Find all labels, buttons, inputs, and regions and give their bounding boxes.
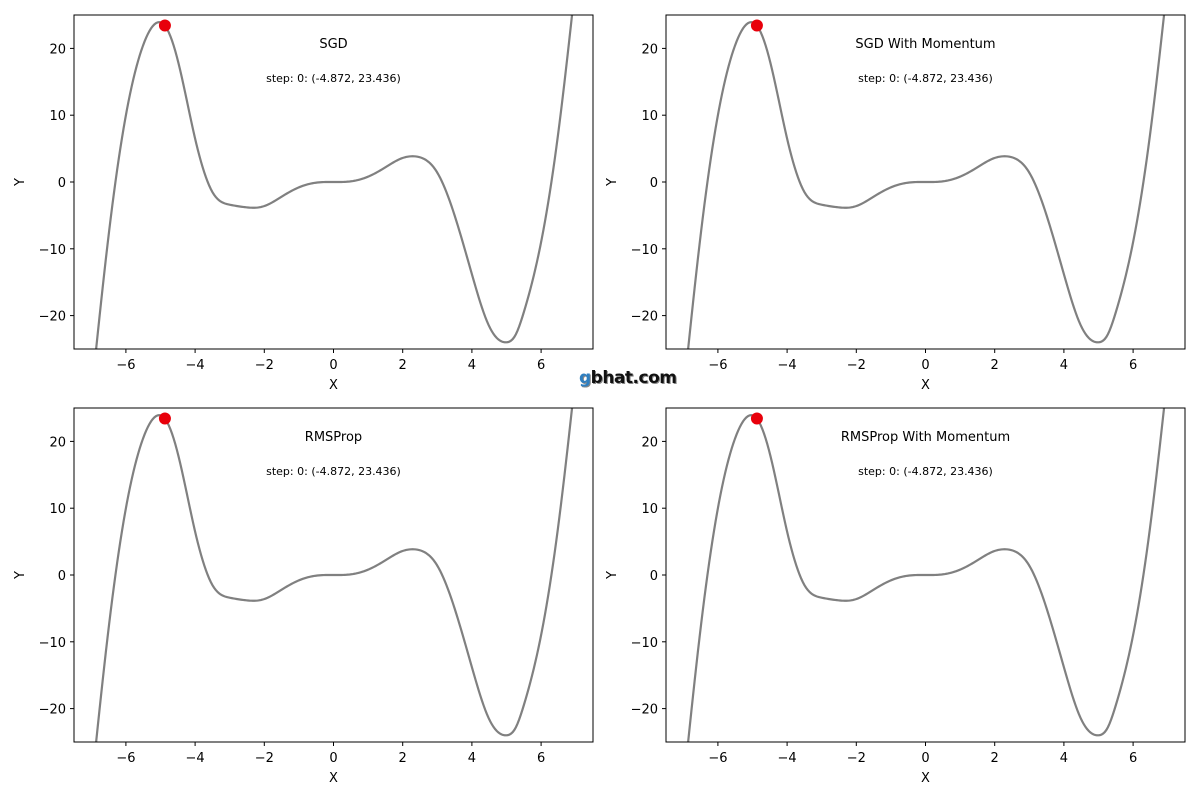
x-tick-label: −6 xyxy=(116,751,135,766)
panel-title: RMSProp xyxy=(305,430,362,445)
x-tick-label: −6 xyxy=(708,751,727,766)
step-annotation: step: 0: (-4.872, 23.436) xyxy=(858,72,993,85)
y-tick-label: 0 xyxy=(650,569,658,584)
y-tick-label: −10 xyxy=(631,243,658,258)
x-axis-label: X xyxy=(921,771,930,786)
current-position-point xyxy=(158,19,171,32)
x-tick-label: 4 xyxy=(468,358,476,373)
y-tick-label: −20 xyxy=(631,310,658,325)
x-tick-label: 6 xyxy=(537,751,545,766)
x-tick-label: −2 xyxy=(255,751,274,766)
step-annotation: step: 0: (-4.872, 23.436) xyxy=(266,72,401,85)
current-position-point xyxy=(750,412,763,425)
y-tick-label: −20 xyxy=(631,703,658,718)
y-tick-label: −10 xyxy=(39,243,66,258)
current-position-point xyxy=(750,19,763,32)
y-tick-label: 10 xyxy=(641,109,658,124)
function-curve xyxy=(687,15,1166,349)
x-axis-label: X xyxy=(329,378,338,393)
x-tick-label: 2 xyxy=(991,751,999,766)
y-tick-label: 0 xyxy=(650,176,658,191)
x-tick-label: 2 xyxy=(399,358,407,373)
y-tick-label: 20 xyxy=(641,435,658,450)
x-tick-label: −4 xyxy=(186,751,205,766)
x-tick-label: 6 xyxy=(1129,751,1137,766)
x-tick-label: −4 xyxy=(778,358,797,373)
current-position-point xyxy=(158,412,171,425)
y-axis-label: Y xyxy=(13,571,28,580)
x-axis-label: X xyxy=(921,378,930,393)
y-tick-label: 20 xyxy=(49,435,66,450)
x-tick-label: −2 xyxy=(847,358,866,373)
step-annotation: step: 0: (-4.872, 23.436) xyxy=(858,465,993,478)
x-tick-label: 0 xyxy=(921,751,929,766)
y-tick-label: −10 xyxy=(39,636,66,651)
x-tick-label: −2 xyxy=(847,751,866,766)
panel-title: SGD xyxy=(319,37,347,52)
x-tick-label: 2 xyxy=(991,358,999,373)
x-tick-label: −4 xyxy=(778,751,797,766)
y-tick-label: 20 xyxy=(641,42,658,57)
function-curve xyxy=(95,408,574,742)
watermark-logo: gbhat.com xyxy=(579,368,677,388)
y-axis-label: Y xyxy=(13,178,28,187)
x-tick-label: −2 xyxy=(255,358,274,373)
function-curve xyxy=(687,408,1166,742)
x-tick-label: 6 xyxy=(1129,358,1137,373)
y-tick-label: 0 xyxy=(58,176,66,191)
x-tick-label: 4 xyxy=(1060,358,1068,373)
x-tick-label: −6 xyxy=(116,358,135,373)
y-axis-label: Y xyxy=(605,571,620,580)
step-annotation: step: 0: (-4.872, 23.436) xyxy=(266,465,401,478)
x-tick-label: 4 xyxy=(1060,751,1068,766)
x-tick-label: −6 xyxy=(708,358,727,373)
x-tick-label: 0 xyxy=(329,751,337,766)
panel-title: RMSProp With Momentum xyxy=(841,430,1010,445)
y-tick-label: −10 xyxy=(631,636,658,651)
y-axis-label: Y xyxy=(605,178,620,187)
x-tick-label: 4 xyxy=(468,751,476,766)
x-axis-label: X xyxy=(329,771,338,786)
x-tick-label: 0 xyxy=(329,358,337,373)
panel-title: SGD With Momentum xyxy=(855,37,995,52)
y-tick-label: −20 xyxy=(39,703,66,718)
x-tick-label: −4 xyxy=(186,358,205,373)
x-tick-label: 6 xyxy=(537,358,545,373)
y-tick-label: 20 xyxy=(49,42,66,57)
y-tick-label: 0 xyxy=(58,569,66,584)
x-tick-label: 0 xyxy=(921,358,929,373)
y-tick-label: 10 xyxy=(49,109,66,124)
x-tick-label: 2 xyxy=(399,751,407,766)
y-tick-label: 10 xyxy=(641,502,658,517)
function-curve xyxy=(95,15,574,349)
y-tick-label: −20 xyxy=(39,310,66,325)
y-tick-label: 10 xyxy=(49,502,66,517)
